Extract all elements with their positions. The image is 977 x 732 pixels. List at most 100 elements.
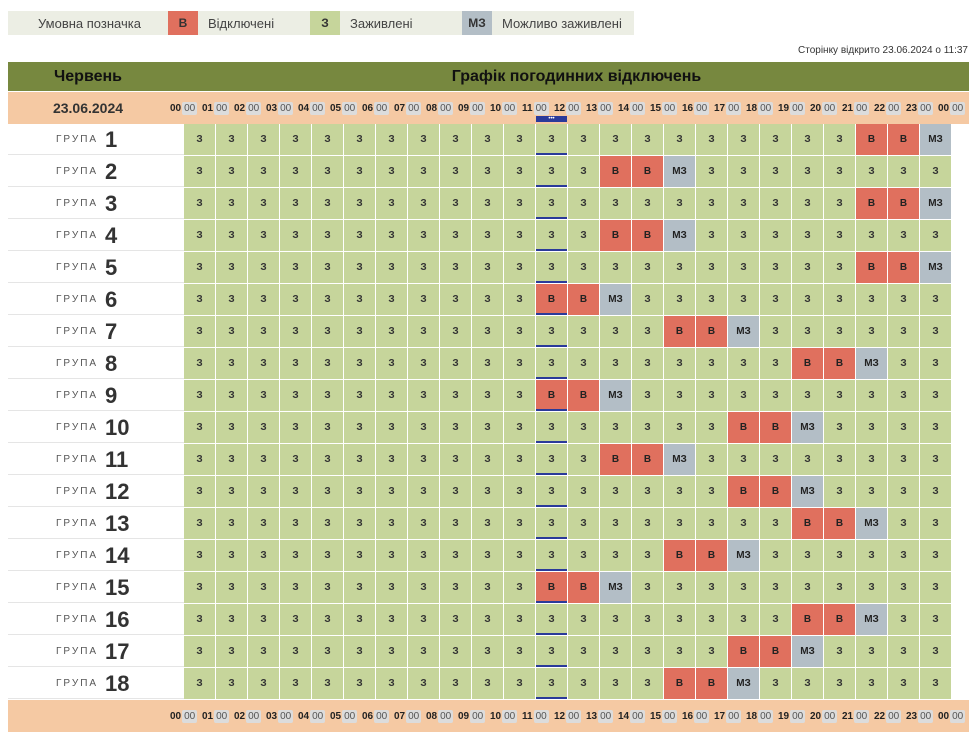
hour-cell-z: З: [312, 444, 343, 475]
group-label: ГРУПА 18: [8, 668, 184, 699]
legend-maybe-swatch: МЗ: [462, 11, 492, 35]
hour-cell-z: З: [568, 156, 599, 187]
hour-cell-z: З: [728, 156, 759, 187]
hour-cell-z: З: [568, 124, 599, 155]
hour-cell-b: В: [824, 348, 855, 379]
tick-minutes: 00: [790, 709, 806, 723]
legend-item-off: В Відключені: [168, 11, 310, 35]
hour-cell-z: З: [600, 252, 631, 283]
hour-cell-z: З: [824, 572, 855, 603]
hour-cell-z: З: [824, 156, 855, 187]
hour-cell-b: В: [696, 540, 727, 571]
table-row: ГРУПА 1 З З З З З З З З З З З З З З З З З З З З З В В МЗ: [8, 124, 969, 156]
hour-cell-mz: МЗ: [728, 316, 759, 347]
hour-cell-mz: МЗ: [920, 188, 951, 219]
hour-cell-z: З: [856, 444, 887, 475]
current-time-line: [536, 281, 567, 283]
hour-cell-z: З: [216, 476, 247, 507]
hour-cell-mz: МЗ: [664, 444, 695, 475]
hour-cell-z: З: [600, 188, 631, 219]
hour-cell-z: З: [728, 380, 759, 411]
group-label: ГРУПА 11: [8, 444, 184, 475]
hour-cell-z: З: [568, 476, 599, 507]
hour-cell-z: З: [920, 476, 951, 507]
hour-cell-z: З: [216, 380, 247, 411]
hour-cell-z: З: [312, 348, 343, 379]
hour-cell-z: З: [888, 412, 919, 443]
table-row: ГРУПА 16 З З З З З З З З З З З З З З З З З З З В В МЗ З З: [8, 604, 969, 636]
hour-cell-z: З: [632, 636, 663, 667]
current-time-line: [536, 217, 567, 219]
group-word: ГРУПА: [56, 134, 99, 145]
tick-hour: 00: [170, 102, 182, 114]
tick-minutes: 00: [374, 709, 390, 723]
tick-hour: 23: [906, 710, 918, 722]
tick-minutes: 00: [854, 101, 870, 115]
hour-cell-z: З: [664, 572, 695, 603]
page-opened-timestamp: Сторінку відкрито 23.06.2024 о 11:37: [798, 45, 968, 56]
tick-hour: 22: [874, 710, 886, 722]
hour-cell-z: З: [696, 444, 727, 475]
hour-cell-z: З: [280, 636, 311, 667]
hour-cell-z: З: [664, 412, 695, 443]
bottom-hour-tick: 12 00: [554, 706, 582, 726]
hour-cell-mz: МЗ: [792, 636, 823, 667]
hour-cell-z: З: [504, 412, 535, 443]
tick-hour: 02: [234, 102, 246, 114]
group-label: ГРУПА 16: [8, 604, 184, 635]
hour-cell-z: З: [504, 252, 535, 283]
hour-cell-z: З: [504, 444, 535, 475]
hour-cell-b: В: [568, 380, 599, 411]
hour-cell-z: З: [856, 668, 887, 699]
top-hour-tick: 06 00: [362, 98, 390, 118]
hour-cell-z: З: [728, 188, 759, 219]
hour-cell-z: З: [408, 668, 439, 699]
tick-minutes: 00: [630, 101, 646, 115]
hour-cell-b: В: [856, 252, 887, 283]
bottom-hour-tick: 02 00: [234, 706, 262, 726]
tick-minutes: 00: [182, 709, 198, 723]
tick-hour: 19: [778, 102, 790, 114]
group-number: 7: [105, 319, 118, 344]
hour-cell-z: З: [600, 316, 631, 347]
tick-hour: 14: [618, 102, 630, 114]
hour-cell-b: В: [888, 124, 919, 155]
hour-cell-z: З: [408, 572, 439, 603]
hour-cell-z: З: [888, 540, 919, 571]
hour-cell-b: В: [600, 444, 631, 475]
hour-cell-z: З: [568, 668, 599, 699]
hour-cell-z: З: [376, 316, 407, 347]
tick-hour: 15: [650, 710, 662, 722]
hour-cell-z: З: [248, 284, 279, 315]
hour-cell-mz: МЗ: [920, 124, 951, 155]
bottom-hour-tick: 00 00: [170, 706, 198, 726]
hour-cell-z: З: [920, 572, 951, 603]
group-number: 11: [105, 447, 129, 472]
hour-cell-z: З: [184, 284, 215, 315]
top-hour-tick: 09 00: [458, 98, 486, 118]
current-time-line: [536, 665, 567, 667]
hour-cell-z: З: [248, 604, 279, 635]
hour-cell-z: З: [568, 508, 599, 539]
hour-cell-z: З: [824, 444, 855, 475]
hour-cell-b: В: [760, 412, 791, 443]
tick-hour: 05: [330, 102, 342, 114]
hour-cell-z: З: [344, 316, 375, 347]
bottom-hour-tick: 19 00: [778, 706, 806, 726]
hour-cell-z: З: [792, 316, 823, 347]
hour-cell-z: З: [248, 380, 279, 411]
tick-hour: 06: [362, 710, 374, 722]
current-time-line: [536, 185, 567, 187]
hour-cell-z: З: [536, 476, 567, 507]
tick-hour: 13: [586, 102, 598, 114]
group-word: ГРУПА: [56, 646, 99, 657]
tick-minutes: 00: [662, 101, 678, 115]
hour-cell-z: З: [504, 476, 535, 507]
hour-cell-z: З: [440, 508, 471, 539]
hour-cell-z: З: [376, 380, 407, 411]
hour-cell-z: З: [312, 636, 343, 667]
hour-cell-z: З: [440, 636, 471, 667]
hour-cell-z: З: [696, 636, 727, 667]
group-label: ГРУПА 9: [8, 380, 184, 411]
tick-hour: 10: [490, 102, 502, 114]
